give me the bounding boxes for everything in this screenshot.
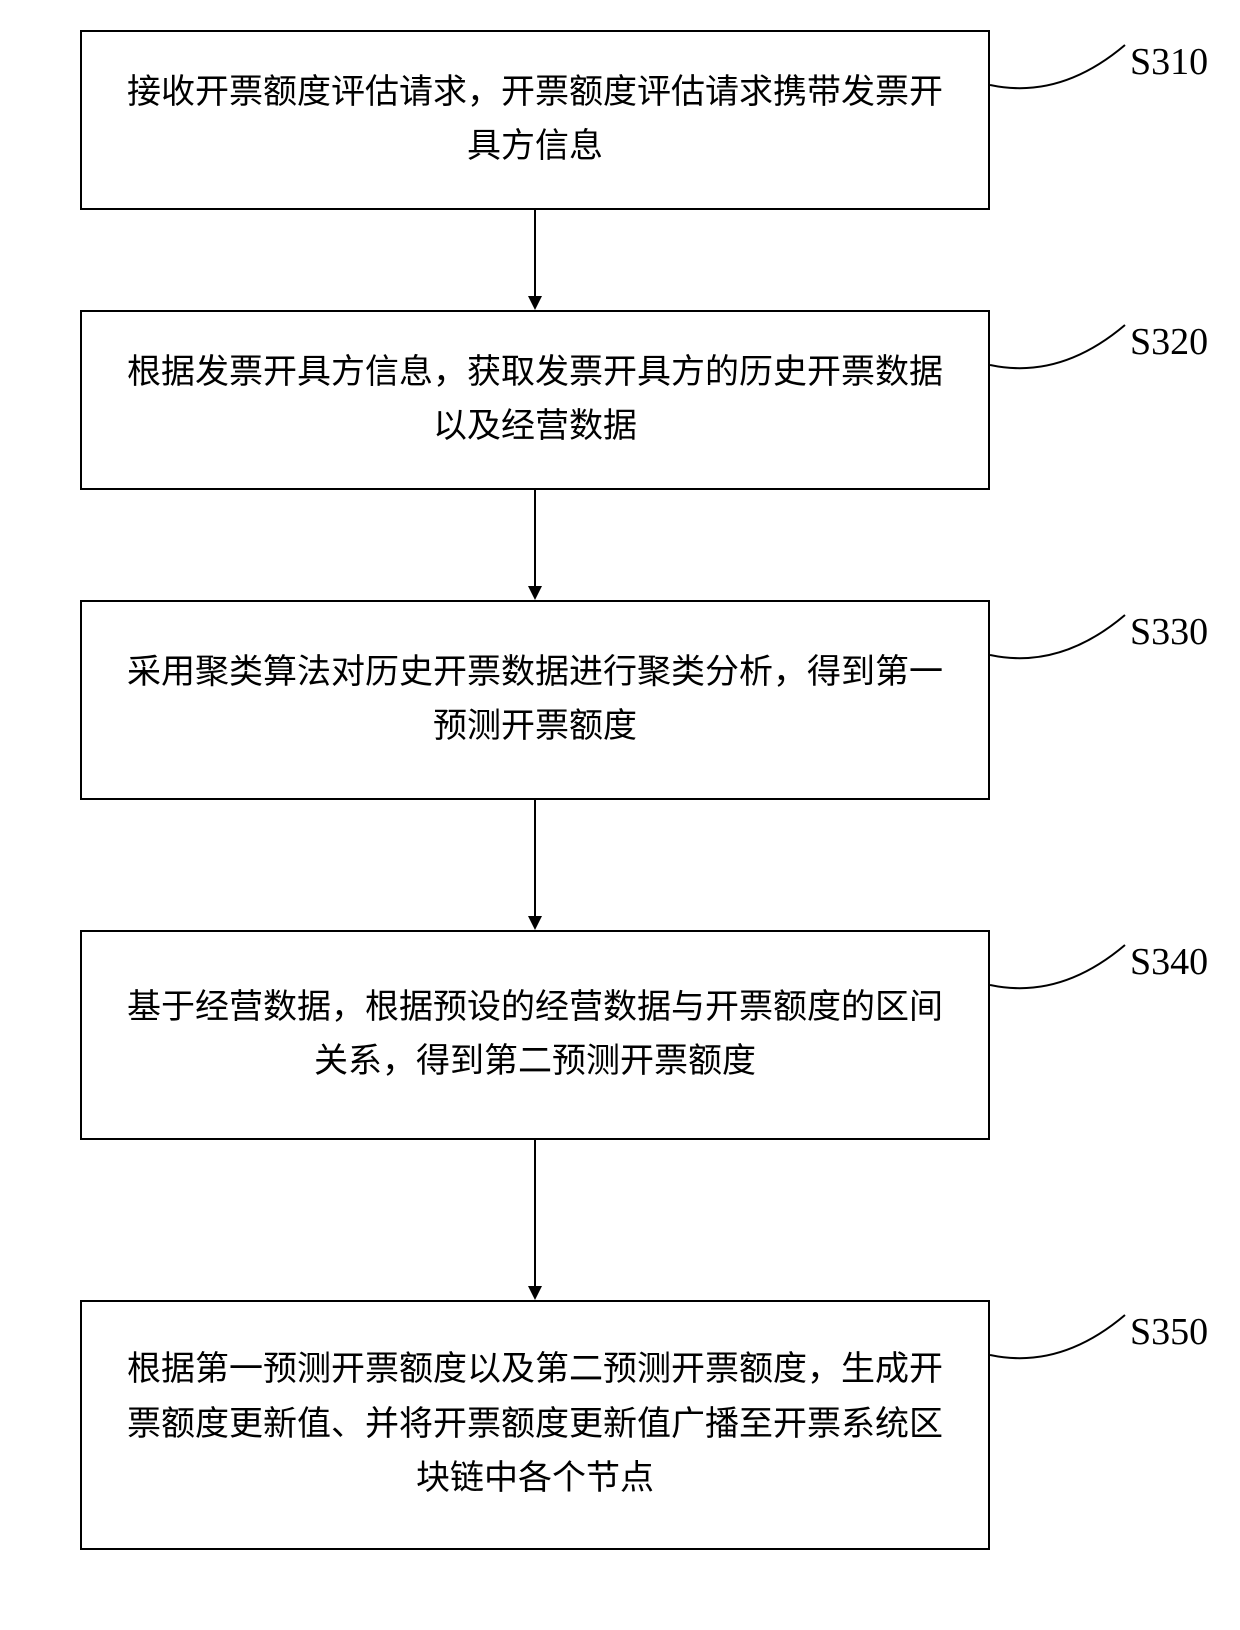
step-text: 接收开票额度评估请求，开票额度评估请求携带发票开具方信息 <box>122 66 948 175</box>
label-connector-s350 <box>990 1310 1130 1380</box>
step-text: 采用聚类算法对历史开票数据进行聚类分析，得到第一预测开票额度 <box>122 646 948 755</box>
step-box-s310: 接收开票额度评估请求，开票额度评估请求携带发票开具方信息 <box>80 30 990 210</box>
step-box-s330: 采用聚类算法对历史开票数据进行聚类分析，得到第一预测开票额度 <box>80 600 990 800</box>
flowchart-container: 接收开票额度评估请求，开票额度评估请求携带发票开具方信息 S310 根据发票开具… <box>0 0 1240 1630</box>
step-text: 根据发票开具方信息，获取发票开具方的历史开票数据以及经营数据 <box>122 346 948 455</box>
step-label-s310: S310 <box>1130 40 1208 84</box>
label-connector-s340 <box>990 940 1130 1010</box>
step-text: 根据第一预测开票额度以及第二预测开票额度，生成开票额度更新值、并将开票额度更新值… <box>122 1343 948 1506</box>
step-box-s350: 根据第一预测开票额度以及第二预测开票额度，生成开票额度更新值、并将开票额度更新值… <box>80 1300 990 1550</box>
step-label-s320: S320 <box>1130 320 1208 364</box>
arrow-s320-s330 <box>525 490 545 600</box>
arrow-s330-s340 <box>525 800 545 930</box>
step-box-s340: 基于经营数据，根据预设的经营数据与开票额度的区间关系，得到第二预测开票额度 <box>80 930 990 1140</box>
step-label-s350: S350 <box>1130 1310 1208 1354</box>
step-label-s340: S340 <box>1130 940 1208 984</box>
label-connector-s320 <box>990 320 1130 390</box>
step-text: 基于经营数据，根据预设的经营数据与开票额度的区间关系，得到第二预测开票额度 <box>122 981 948 1090</box>
step-box-s320: 根据发票开具方信息，获取发票开具方的历史开票数据以及经营数据 <box>80 310 990 490</box>
arrow-s340-s350 <box>525 1140 545 1300</box>
label-connector-s310 <box>990 40 1130 110</box>
label-connector-s330 <box>990 610 1130 680</box>
arrow-s310-s320 <box>525 210 545 310</box>
step-label-s330: S330 <box>1130 610 1208 654</box>
